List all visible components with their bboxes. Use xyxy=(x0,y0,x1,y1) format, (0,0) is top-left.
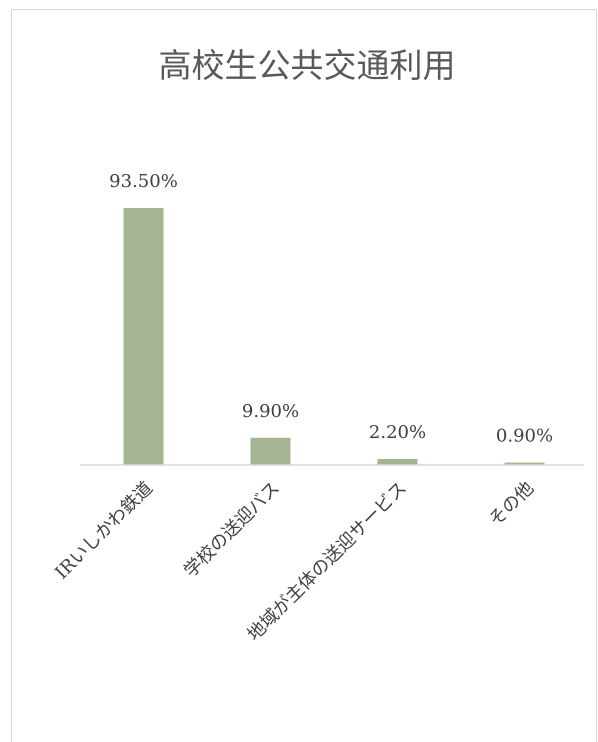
bar-1 xyxy=(250,437,291,465)
bars-group xyxy=(123,208,545,465)
bar-0 xyxy=(123,208,164,465)
chart-title: 高校生公共交通利用 xyxy=(159,46,456,85)
bar-2 xyxy=(377,458,418,465)
category-label-1: 学校の送迎バス xyxy=(180,478,284,582)
bar-3 xyxy=(504,462,545,465)
data-label-2: 2.20% xyxy=(369,422,426,443)
data-label-3: 0.90% xyxy=(496,426,553,447)
data-label-1: 9.90% xyxy=(242,401,299,422)
category-label-3: その他 xyxy=(485,478,538,531)
category-label-0: IRいしかわ鉄道 xyxy=(51,478,157,584)
data-labels-group: 93.50% 9.90% 2.20% 0.90% xyxy=(109,171,553,447)
chart-frame xyxy=(11,9,597,742)
data-label-0: 93.50% xyxy=(109,171,178,192)
